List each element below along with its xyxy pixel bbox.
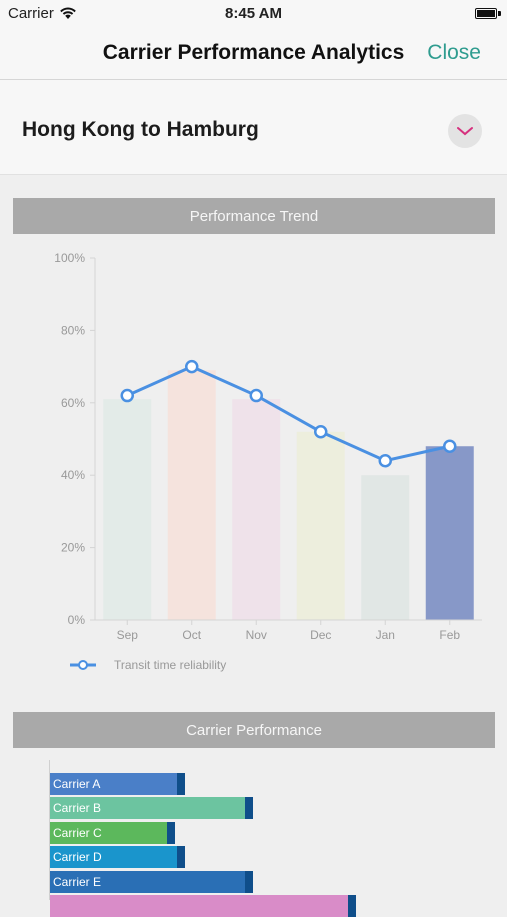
nav-bar: Carrier Performance Analytics Close	[0, 28, 507, 80]
carrier-bar-end-segment	[348, 895, 356, 917]
carrier-bar-carrier-d[interactable]: Carrier D	[50, 846, 185, 869]
performance-trend-header: Performance Trend	[13, 198, 495, 234]
route-selector[interactable]: Hong Kong to Hamburg	[0, 80, 507, 175]
carrier-name: Carrier	[8, 5, 54, 22]
wifi-icon	[60, 7, 76, 19]
line-point-oct	[185, 359, 199, 374]
carrier-signal: Carrier	[8, 5, 77, 22]
carrier-bar-end-segment	[245, 797, 253, 820]
legend-point-swatch	[78, 660, 88, 670]
line-point-feb	[443, 439, 457, 453]
bar-feb	[425, 446, 474, 620]
carrier-bar-label: Carrier E	[53, 874, 102, 889]
page-title: Carrier Performance Analytics	[102, 41, 405, 64]
battery-icon	[475, 8, 497, 19]
carrier-performance-title: Carrier Performance	[186, 721, 322, 739]
y-tick-label: 0%	[68, 613, 86, 627]
legend-label: Transit time reliability	[114, 658, 226, 672]
y-tick-label: 100%	[54, 251, 85, 265]
carrier-bar-end-segment	[245, 870, 253, 893]
y-tick-label: 80%	[61, 323, 85, 337]
carrier-bar-end-segment	[177, 773, 185, 795]
y-tick-label: 60%	[61, 396, 85, 410]
x-tick-label: Dec	[310, 628, 331, 642]
performance-trend-chart: 0% 20% 40% 60% 80% 100% Sep Oct Nov Dec Jan Feb Tr…	[54, 251, 482, 672]
carrier-bar-label: Carrier D	[53, 850, 102, 865]
close-button[interactable]: Close	[427, 41, 481, 64]
carrier-bar-unlabeled[interactable]	[50, 895, 356, 917]
line-point-jan	[378, 453, 392, 468]
carrier-bar-label: Carrier A	[53, 777, 101, 791]
carrier-bar-label: Carrier C	[53, 825, 102, 840]
carrier-bar-carrier-b[interactable]: Carrier B	[50, 797, 253, 820]
status-time: 8:45 AM	[225, 5, 282, 22]
x-tick-label: Jan	[376, 628, 395, 642]
line-point-nov	[249, 388, 263, 403]
carrier-performance-header: Carrier Performance	[13, 712, 495, 748]
bar-dec	[296, 431, 345, 620]
x-tick-label: Sep	[117, 628, 139, 642]
chevron-down-icon	[457, 127, 473, 136]
bar-jan	[361, 475, 410, 620]
x-tick-label: Oct	[182, 628, 201, 642]
chart-legend: Transit time reliability	[70, 658, 226, 672]
carrier-bar-end-segment	[177, 846, 185, 869]
bar-oct	[167, 370, 216, 620]
bar-series	[103, 370, 474, 620]
carrier-bar-carrier-c[interactable]: Carrier C	[50, 821, 175, 844]
carrier-bar-carrier-a[interactable]: Carrier A	[50, 773, 185, 795]
route-label: Hong Kong to Hamburg	[22, 118, 259, 141]
y-tick-label: 40%	[61, 468, 85, 482]
line-series	[120, 359, 457, 468]
battery-tip	[498, 11, 501, 16]
bar-nov	[232, 399, 281, 620]
line-point-sep	[120, 388, 134, 403]
carrier-axis	[49, 760, 50, 900]
carrier-performance-chart: Carrier A Carrier B Carrier C Carrier D Carr…	[0, 760, 507, 917]
carrier-bar-end-segment	[167, 821, 175, 844]
bar-sep	[103, 399, 152, 620]
status-bar: Carrier 8:45 AM	[0, 0, 507, 28]
x-tick-label: Nov	[246, 628, 267, 642]
reliability-line	[126, 365, 451, 463]
carrier-bar-label: Carrier B	[53, 801, 102, 816]
y-axis: 0% 20% 40% 60% 80% 100%	[54, 251, 96, 627]
y-tick-label: 20%	[61, 541, 85, 555]
route-dropdown-button[interactable]	[448, 114, 482, 148]
line-point-dec	[314, 425, 328, 439]
x-tick-label: Feb	[439, 628, 460, 642]
carrier-bar-carrier-e[interactable]: Carrier E	[50, 870, 253, 893]
x-axis: Sep Oct Nov Dec Jan Feb	[95, 619, 482, 642]
performance-trend-title: Performance Trend	[189, 207, 319, 225]
